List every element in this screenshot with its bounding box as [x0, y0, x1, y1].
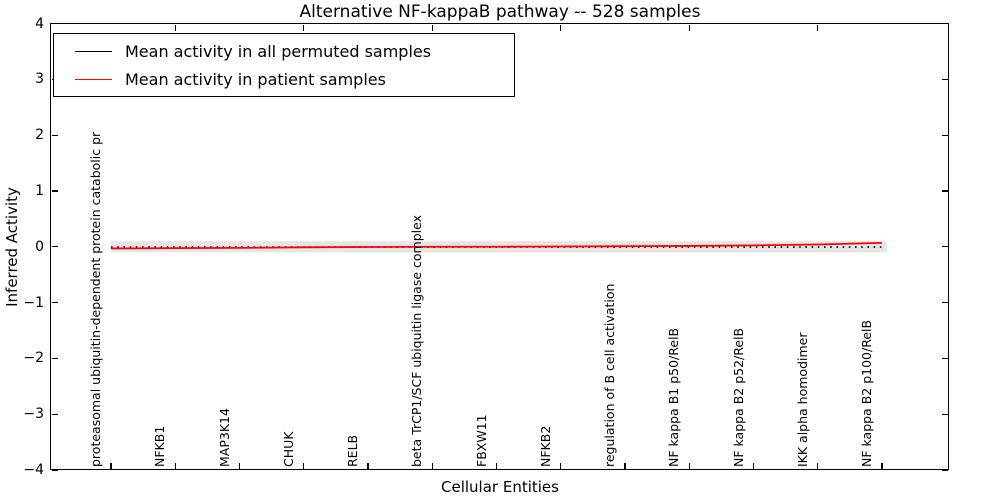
x-tick-label: NF kappa B1 p50/RelB [666, 327, 682, 467]
x-tick-label: CHUK [280, 431, 296, 467]
y-tick-mark [51, 22, 58, 25]
y-tick-mark [51, 301, 58, 304]
x-tick-mark-top [431, 24, 433, 31]
y-tick-mark [941, 301, 948, 304]
y-tick-mark [941, 78, 948, 80]
x-tick-mark [303, 462, 305, 469]
y-tick-mark [51, 134, 58, 136]
x-tick-label: beta TrCP1/SCF ubiquitin ligase complex [409, 215, 425, 467]
patient-series-line [110, 241, 883, 250]
x-tick-mark [560, 462, 562, 469]
x-tick-label: proteasomal ubiquitin-dependent protein … [88, 131, 103, 467]
x-tick-label: MAP3K14 [216, 408, 232, 467]
x-tick-mark-top [688, 24, 690, 31]
y-tick-mark [51, 246, 58, 248]
y-tick-label: 1 [35, 182, 44, 199]
x-tick-mark [817, 462, 819, 469]
y-tick-mark [941, 413, 948, 415]
x-tick-label: regulation of B cell activation [602, 283, 617, 467]
x-tick-mark [688, 462, 690, 469]
y-tick-mark [941, 357, 948, 359]
plot-area [50, 23, 949, 470]
x-tick-mark-top [560, 24, 562, 31]
x-tick-label: RELB [345, 434, 360, 467]
y-tick-mark [941, 246, 948, 248]
x-tick-label: IKK alpha homodimer [794, 332, 810, 468]
chart-title: Alternative NF-kappaB pathway -- 528 sam… [299, 2, 701, 22]
y-tick-mark [941, 190, 948, 192]
y-tick-label: −1 [23, 294, 44, 311]
x-tick-mark [431, 462, 433, 469]
legend-item-patient: Mean activity in patient samples [75, 65, 514, 93]
x-tick-mark [752, 462, 755, 469]
x-tick-label: NF kappa B2 p100/RelB [859, 319, 874, 467]
x-tick-mark [495, 462, 498, 469]
legend-item-permuted: Mean activity in all permuted samples [75, 37, 514, 65]
legend-label: Mean activity in patient samples [125, 69, 386, 89]
legend: Mean activity in all permuted samples Me… [53, 33, 515, 97]
y-tick-label: −3 [23, 406, 44, 423]
x-tick-mark [110, 462, 112, 469]
x-tick-label: NF kappa B2 p52/RelB [730, 327, 746, 467]
x-tick-label: NFKB1 [152, 425, 168, 467]
x-tick-mark [624, 462, 626, 469]
y-tick-mark [941, 134, 948, 136]
x-tick-mark-top [174, 24, 176, 31]
y-tick-label: 4 [35, 15, 44, 32]
x-axis-label: Cellular Entities [441, 478, 559, 496]
permuted-line-swatch [75, 50, 112, 52]
patient-line-swatch [75, 78, 112, 80]
x-tick-mark-top [817, 24, 819, 31]
x-tick-mark [881, 462, 883, 469]
y-tick-label: 2 [35, 127, 44, 144]
y-tick-mark [941, 469, 948, 471]
x-tick-mark-top [303, 24, 305, 31]
y-tick-label: −4 [23, 462, 44, 478]
x-tick-label: NFKB2 [537, 425, 553, 467]
y-tick-mark [51, 357, 58, 359]
y-tick-label: −2 [23, 350, 44, 367]
y-tick-mark [941, 22, 948, 25]
y-tick-mark [51, 190, 58, 192]
legend-label: Mean activity in all permuted samples [125, 41, 432, 61]
x-tick-mark [174, 462, 176, 469]
x-tick-mark [238, 462, 241, 469]
y-tick-mark [51, 469, 58, 471]
y-tick-label: 3 [35, 71, 44, 88]
y-tick-mark [51, 413, 58, 415]
x-tick-mark [367, 462, 369, 469]
x-tick-label: FBXW11 [473, 414, 489, 467]
y-tick-label: 0 [35, 238, 44, 255]
